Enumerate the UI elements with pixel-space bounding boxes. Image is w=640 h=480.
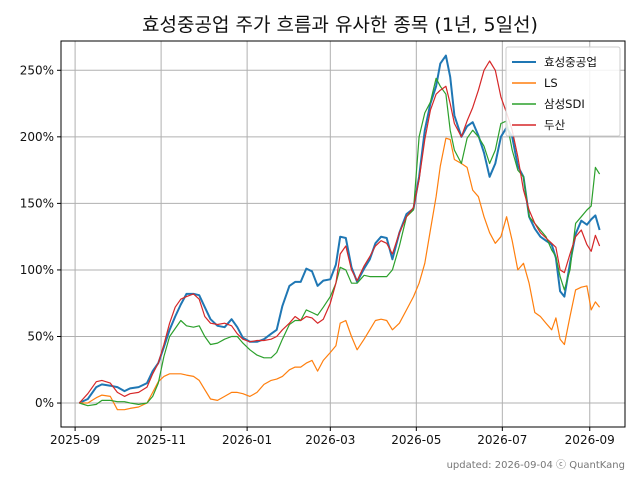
x-tick-label: 2025-09	[50, 433, 100, 447]
y-tick-label: 100%	[20, 263, 54, 277]
x-tick-label: 2026-01	[222, 433, 272, 447]
x-tick-label: 2026-09	[565, 433, 615, 447]
legend-box	[505, 46, 621, 137]
x-tick-label: 2026-05	[391, 433, 441, 447]
series-line-1	[79, 137, 601, 411]
legend-label: LS	[544, 76, 558, 90]
series-line-3	[78, 60, 601, 404]
y-tick-label: 150%	[20, 196, 54, 210]
x-tick-label: 2025-11	[136, 433, 186, 447]
plot-frame	[60, 40, 626, 428]
legend-label: 삼성SDI	[544, 97, 585, 111]
axis-ticks: 0% 50% 100% 150% 200% 250% 2025-09 2025-11 2026-…	[20, 63, 615, 447]
footer-text: updated: 2026-09-04 ⓒ QuantKang	[447, 459, 625, 471]
legend-label: 두산	[544, 118, 566, 132]
x-tick-label: 2026-03	[305, 433, 355, 447]
y-tick-label: 250%	[20, 63, 54, 77]
grid	[61, 41, 625, 427]
series-lines	[78, 54, 601, 411]
series-line-2	[79, 77, 601, 407]
legend: 효성중공업 LS 삼성SDI 두산	[505, 46, 621, 137]
legend-label: 효성중공업	[544, 55, 597, 69]
y-tick-label: 0%	[35, 396, 54, 410]
y-tick-label: 200%	[20, 130, 54, 144]
x-tick-label: 2026-07	[477, 433, 527, 447]
chart-title: 효성중공업 주가 흐름과 유사한 종목 (1년, 5일선)	[142, 14, 538, 36]
y-tick-label: 50%	[27, 329, 54, 343]
